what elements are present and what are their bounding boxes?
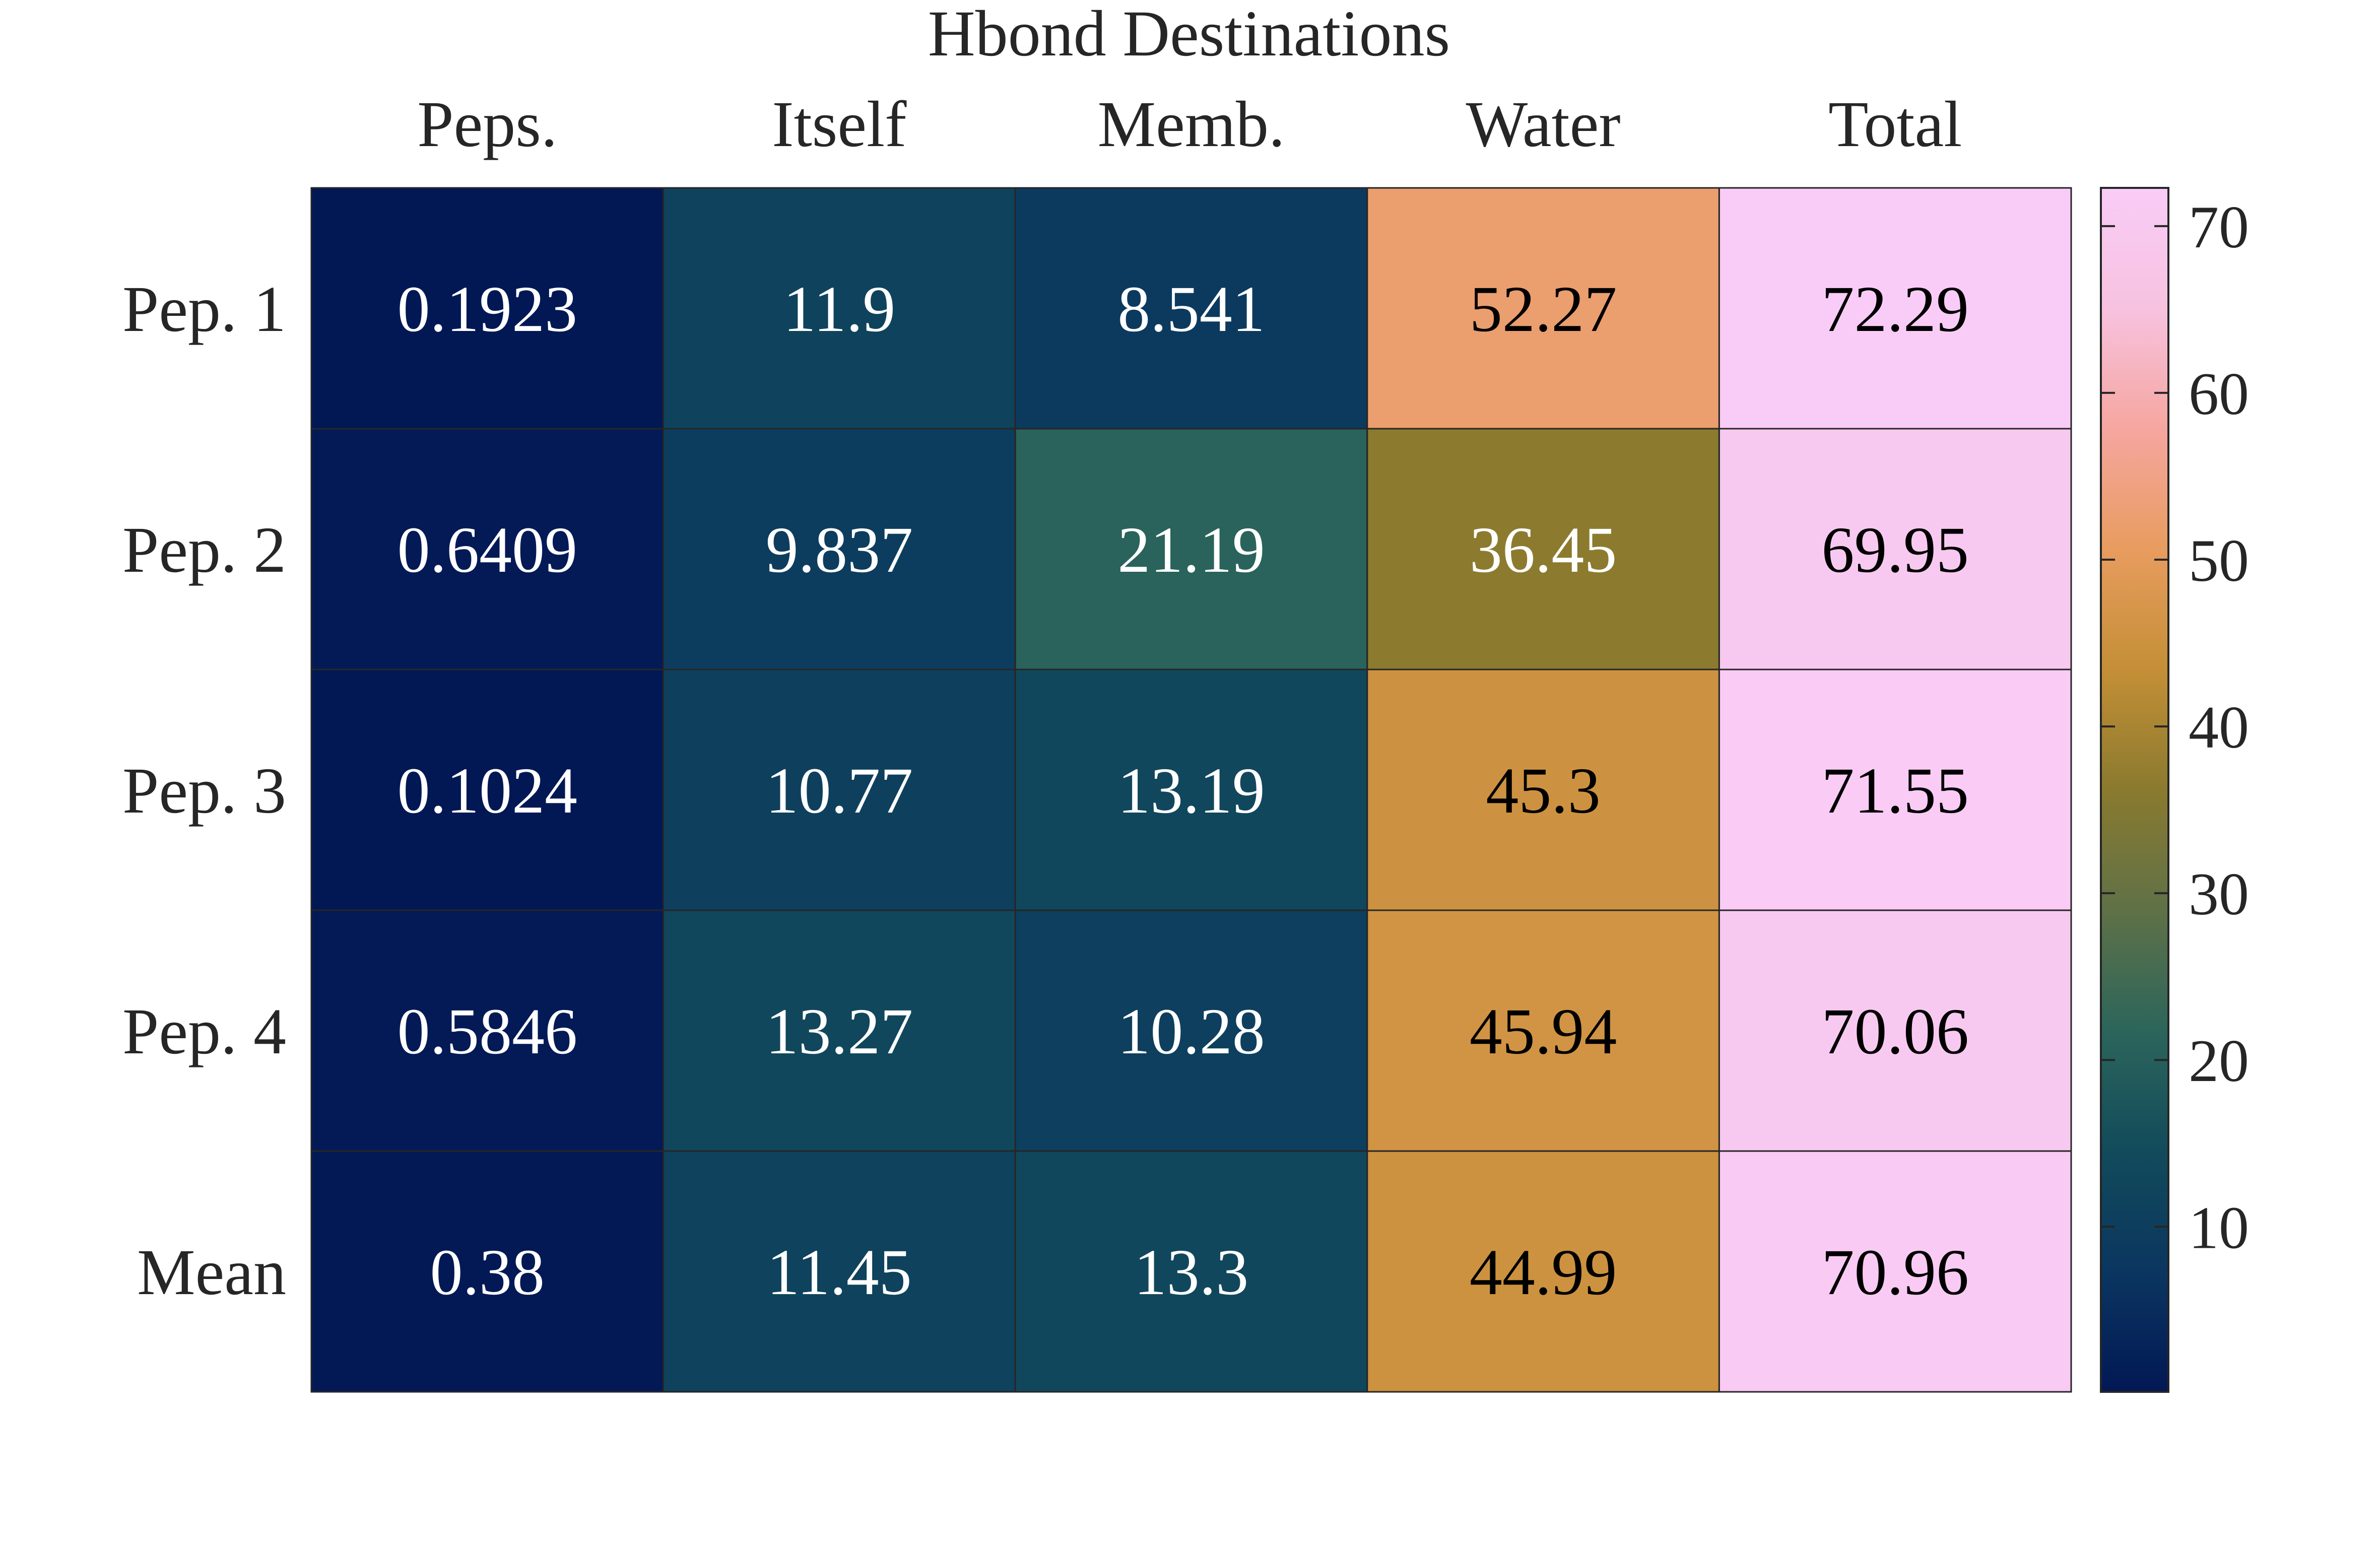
colorbar-tick-label: 70 — [2189, 193, 2249, 260]
column-headers: Peps. Itself Memb. Water Total — [417, 88, 1962, 161]
cell-value-label: 9.837 — [766, 514, 913, 586]
cell-value-label: 70.06 — [1821, 995, 1969, 1068]
heatmap-cell — [1718, 1150, 2072, 1393]
heatmap-cell — [1366, 187, 1720, 430]
cell-value-label: 45.3 — [1486, 755, 1601, 827]
heatmap-cell — [663, 1150, 1016, 1393]
heatmap-cell — [663, 187, 1016, 430]
heatmap-cell — [663, 909, 1016, 1152]
row-header: Pep. 2 — [122, 514, 286, 586]
colorbar: 10 20 30 40 50 60 70 — [2100, 187, 2249, 1393]
row-header: Pep. 3 — [122, 755, 286, 827]
heatmap-cell — [1366, 668, 1720, 911]
heatmap-cell-labels: 0.1923 11.9 8.541 52.27 72.29 0.6409 9.837 21.1… — [398, 273, 1969, 1309]
column-header: Peps. — [417, 88, 557, 161]
heatmap-cell — [310, 909, 665, 1152]
chart-title: Hbond Destinations — [928, 0, 1450, 70]
colorbar-tick-label: 40 — [2189, 694, 2249, 761]
colorbar-tick-label: 10 — [2189, 1194, 2249, 1261]
row-header: Pep. 1 — [122, 273, 286, 346]
heatmap-cell — [310, 428, 665, 670]
cell-value-label: 44.99 — [1470, 1236, 1617, 1309]
column-header: Itself — [772, 88, 907, 161]
cell-value-label: 71.55 — [1821, 755, 1969, 827]
heatmap-cells — [310, 187, 2072, 1393]
heatmap-cell — [1014, 668, 1368, 911]
cell-value-label: 13.3 — [1134, 1236, 1249, 1309]
heatmap-cell — [1014, 909, 1368, 1152]
cell-value-label: 72.29 — [1821, 273, 1969, 346]
cell-value-label: 70.96 — [1821, 1236, 1969, 1309]
row-headers: Pep. 1 Pep. 2 Pep. 3 Pep. 4 Mean — [122, 273, 286, 1309]
colorbar-tick-label: 60 — [2189, 360, 2249, 427]
cell-value-label: 36.45 — [1470, 514, 1617, 586]
column-header: Water — [1466, 88, 1621, 161]
column-header: Total — [1828, 88, 1962, 161]
cell-value-label: 11.9 — [783, 273, 896, 346]
heatmap-cell — [1718, 668, 2072, 911]
heatmap-cell — [310, 187, 665, 430]
heatmap-cell — [1718, 909, 2072, 1152]
cell-value-label: 45.94 — [1470, 995, 1617, 1068]
heatmap-cell — [1014, 1150, 1368, 1393]
colorbar-tick-label: 30 — [2189, 860, 2249, 927]
cell-value-label: 8.541 — [1117, 273, 1265, 346]
cell-value-label: 69.95 — [1821, 514, 1969, 586]
cell-value-label: 10.77 — [766, 755, 913, 827]
cell-value-label: 0.1024 — [398, 755, 578, 827]
cell-value-label: 11.45 — [767, 1236, 912, 1309]
cell-value-label: 0.5846 — [398, 995, 578, 1068]
row-header: Mean — [137, 1236, 286, 1309]
colorbar-gradient — [2100, 187, 2169, 1393]
cell-value-label: 10.28 — [1117, 995, 1265, 1068]
cell-value-label: 0.6409 — [398, 514, 578, 586]
heatmap-cell — [663, 428, 1016, 670]
heatmap-cell — [1366, 909, 1720, 1152]
heatmap-cell — [1014, 428, 1368, 670]
heatmap-cell — [1014, 187, 1368, 430]
cell-value-label: 13.27 — [766, 995, 913, 1068]
row-header: Pep. 4 — [122, 995, 286, 1068]
colorbar-tick-label: 50 — [2189, 527, 2249, 594]
colorbar-tick-label: 20 — [2189, 1027, 2249, 1094]
cell-value-label: 13.19 — [1117, 755, 1265, 827]
cell-value-label: 21.19 — [1117, 514, 1265, 586]
heatmap-cell — [310, 1150, 665, 1393]
cell-value-label: 0.1923 — [398, 273, 578, 346]
heatmap-cell — [1718, 428, 2072, 670]
cell-value-label: 0.38 — [430, 1236, 545, 1309]
column-header: Memb. — [1098, 88, 1285, 161]
cell-value-label: 52.27 — [1470, 273, 1617, 346]
heatmap-cell — [663, 668, 1016, 911]
heatmap-cell — [1718, 187, 2072, 430]
